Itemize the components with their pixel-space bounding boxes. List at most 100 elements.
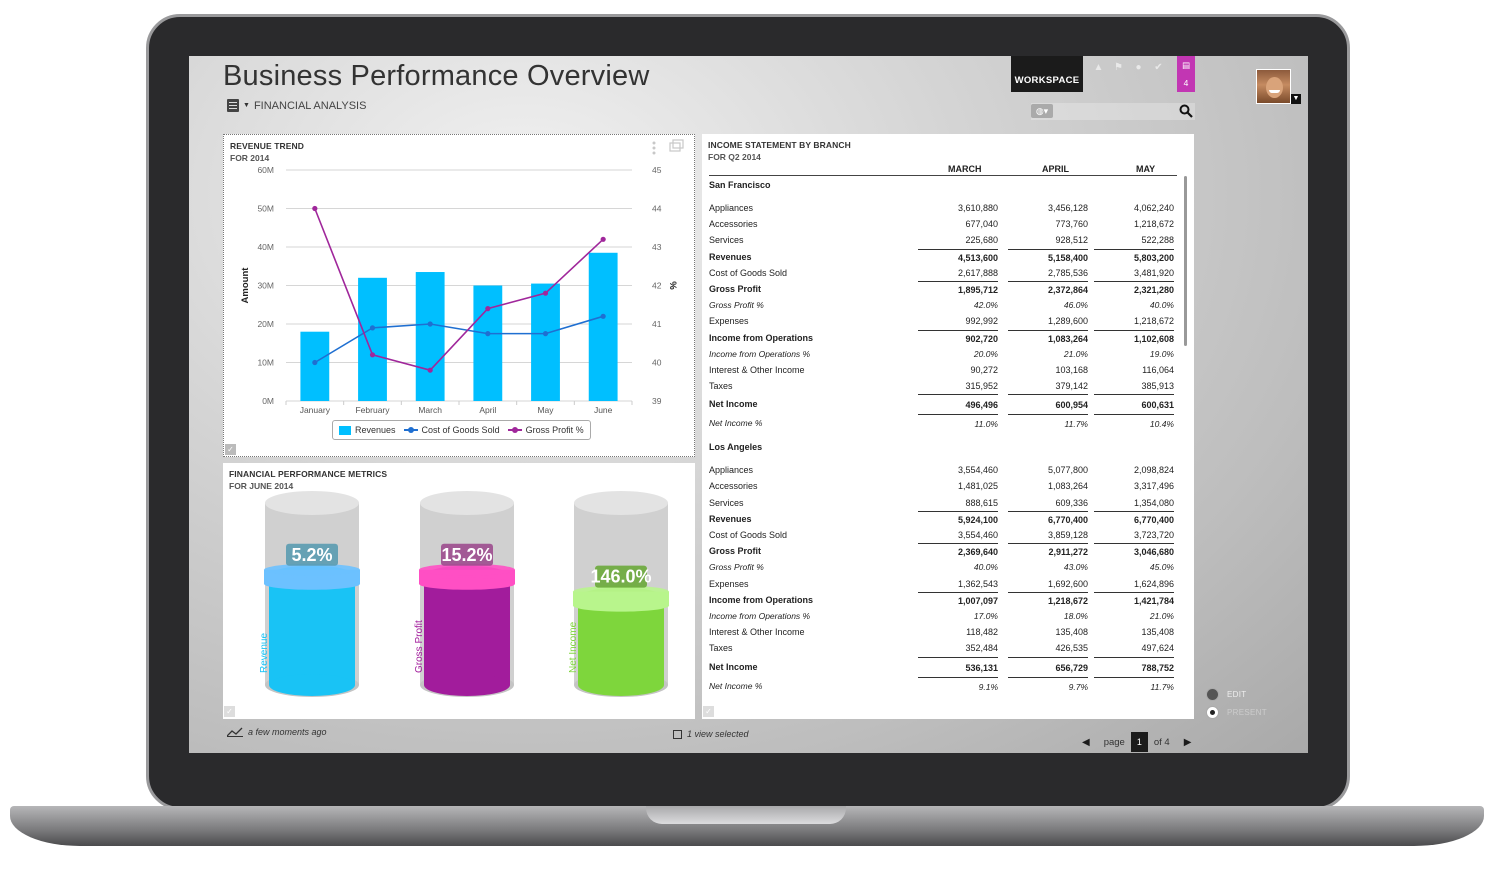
chat-count: 4 [1183,78,1189,88]
warning-icon[interactable]: ▲ [1093,62,1104,73]
income-statement-panel[interactable]: INCOME STATEMENT BY BRANCH FOR Q2 2014 M… [702,134,1194,719]
series-point [312,359,318,366]
bar-revenues [473,285,503,401]
page-number[interactable]: 1 [1130,732,1148,752]
row-label: Expenses [709,578,749,589]
series-point [369,352,376,358]
cell-value: 496,496 [918,394,998,415]
cell-value: 21.0% [1063,348,1088,359]
mode-present[interactable]: PRESENT [1206,706,1267,719]
row-label: Taxes [709,643,733,654]
more-options-icon[interactable] [652,141,656,155]
globe-icon[interactable]: ◍▾ [1031,104,1053,118]
metric-value: 15.2% [441,545,492,565]
cell-value: 10.4% [1094,414,1174,433]
row-label: Interest & Other Income [709,364,805,375]
next-page-icon[interactable]: ▶ [1183,736,1192,748]
mode-present-label: PRESENT [1227,708,1267,717]
select-checkbox[interactable]: ✓ [703,706,714,717]
y-right-tick-label: 39 [652,396,662,406]
x-tick-label: February [355,405,390,415]
page-label: page [1103,736,1125,748]
present-radio-icon [1206,706,1219,719]
cell-value: 4,513,600 [918,248,998,266]
prev-page-icon[interactable]: ◀ [1082,736,1090,748]
y-tick-label: 10M [257,358,274,368]
cell-value: 600,954 [1008,394,1088,415]
financial-metrics-panel[interactable]: FINANCIAL PERFORMANCE METRICS FOR JUNE 2… [223,463,695,719]
cell-value: 788,752 [1094,656,1174,678]
last-updated: a few moments ago [227,727,327,737]
chat-button[interactable]: ▤ 4 [1177,56,1195,92]
table-scrollbar[interactable] [1184,176,1187,346]
table-row: Gross Profit 2,369,640 2,911,272 3,046,680 [709,543,1177,559]
cell-value: 40.0% [1149,300,1174,311]
cell-value: 5,158,400 [1008,248,1088,266]
cell-value: 677,040 [965,219,998,230]
cylinder-ring-bottom [419,577,515,590]
cell-value: 5,924,100 [918,510,998,528]
cell-value: 118,482 [966,627,998,638]
mode-edit[interactable]: EDIT [1206,688,1246,701]
cell-value: 43.0% [1063,562,1088,573]
dashboard-selector[interactable]: ▼ FINANCIAL ANALYSIS [227,99,366,112]
maximize-icon[interactable] [669,139,684,152]
legend-gross-profit[interactable]: Gross Profit % [507,425,584,435]
revenue-trend-panel[interactable]: REVENUE TREND FOR 2014 0M 10M 20M 30M 40M 50M… [223,134,695,457]
table-row: Accessories 1,481,025 1,083,264 3,317,496 [709,478,1177,494]
laptop-notch [646,806,846,824]
row-label: Interest & Other Income [709,627,805,638]
bar-revenues [531,283,560,401]
table-row: Revenues 4,513,600 5,158,400 5,803,200 [709,248,1177,266]
toolbar-icons: ▲ ⚑ ● ✔ [1093,62,1164,73]
cylinder-fill-base [424,674,510,696]
cell-value: 20.0% [973,348,998,359]
selection-text: 1 view selected [687,729,749,739]
row-label: Appliances [709,203,754,213]
check-icon[interactable]: ✔ [1154,62,1163,73]
branch-heading: Los Angeles [709,438,1177,456]
cell-value: 2,785,536 [1047,267,1088,278]
cell-value: 5,803,200 [1094,248,1174,266]
search-input[interactable] [1031,103,1195,120]
legend-label: Revenues [355,425,396,435]
bell-icon[interactable]: ● [1135,62,1142,73]
edit-pencil-icon [1206,688,1219,701]
table-row: Services 888,615 609,336 1,354,080 [709,495,1177,511]
table-row: Gross Profit 1,895,712 2,372,864 2,321,280 [709,280,1177,297]
cell-value: 11.7% [1008,414,1088,433]
y-tick-label: 50M [257,204,274,214]
value-badge [441,543,493,566]
flag-icon[interactable]: ⚑ [1114,62,1123,73]
legend-cogs[interactable]: Cost of Goods Sold [403,425,500,435]
select-checkbox[interactable]: ✓ [224,706,235,717]
legend-revenues[interactable]: Revenues [339,425,396,435]
cell-value: 2,098,824 [1133,465,1174,476]
avatar-menu-caret[interactable]: ▼ [1291,94,1301,104]
table-row: Appliances 3,554,460 5,077,800 2,098,824 [709,462,1177,478]
select-checkbox[interactable]: ✓ [225,444,236,455]
panel-subtitle: FOR Q2 2014 [708,152,761,162]
table-row: Net Income 496,496 600,954 600,631 [709,394,1177,414]
cell-value: 3,481,920 [1133,267,1174,278]
avatar[interactable] [1256,69,1291,104]
table-row: Taxes 352,484 426,535 497,624 [709,640,1177,656]
cylinder-fill [269,575,355,685]
chat-icon: ▤ [1181,60,1191,70]
panel-subtitle: FOR 2014 [230,153,270,163]
cell-value: 3,610,880 [957,203,998,213]
cell-value: 1,362,543 [957,578,998,589]
cell-value: 11.7% [1094,676,1174,696]
workspace-button[interactable]: WORKSPACE [1011,56,1083,92]
pagination: ◀ page 1 of 4 ▶ [1082,732,1191,752]
table-row: Income from Operations % 17.0% 18.0% 21.0% [709,608,1177,624]
mode-edit-label: EDIT [1227,690,1247,699]
cell-value: 1,083,264 [1008,329,1088,347]
search-icon[interactable] [1179,104,1193,118]
row-label: Cost of Goods Sold [709,267,788,278]
cell-value: 1,289,600 [1047,316,1088,327]
metric-value: 146.0% [590,567,651,587]
row-label: Gross Profit [709,546,762,557]
selection-status: 1 view selected [673,729,749,739]
metrics-cylinders: 5.2% Revenue 15.2% Gross Profit 146.0% Net In… [259,491,669,697]
